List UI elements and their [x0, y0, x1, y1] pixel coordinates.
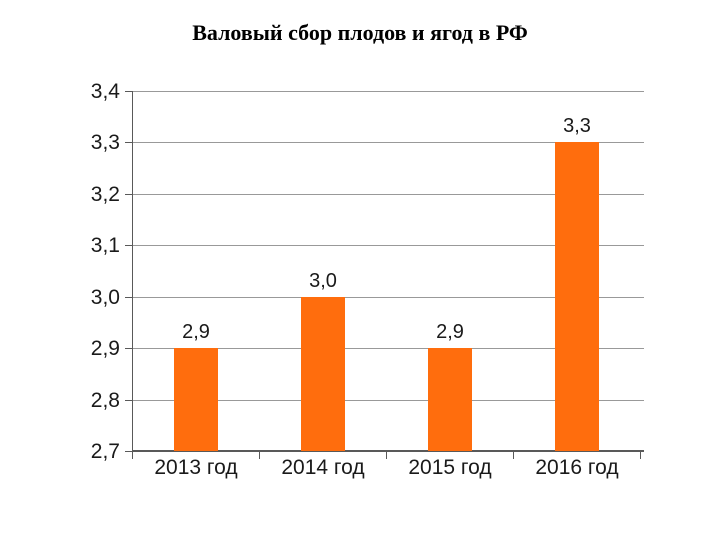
y-tick-label: 2,8 [90, 389, 120, 412]
y-axis-tick [125, 400, 132, 401]
y-gridline [132, 245, 644, 246]
x-category-label: 2013 год [154, 456, 238, 479]
y-axis-tick [125, 451, 132, 452]
x-category-label: 2016 год [535, 456, 619, 479]
y-axis-tick [125, 91, 132, 92]
x-axis-tick [386, 452, 387, 459]
x-axis-tick [132, 452, 133, 459]
y-gridline [132, 194, 644, 195]
x-category-label: 2015 год [408, 456, 492, 479]
x-axis-tick [259, 452, 260, 459]
x-category-label: 2014 год [281, 456, 365, 479]
x-axis-line [132, 450, 644, 452]
y-gridline [132, 91, 644, 92]
bar [174, 348, 218, 451]
chart-title: Валовый сбор плодов и ягод в РФ [192, 20, 528, 45]
y-tick-label: 3,0 [90, 286, 120, 309]
x-axis-tick [640, 452, 641, 459]
bar-value-label: 3,3 [563, 115, 591, 137]
y-axis-tick [125, 297, 132, 298]
bar-value-label: 2,9 [182, 321, 210, 343]
y-axis-tick [125, 142, 132, 143]
y-tick-label: 2,9 [90, 337, 120, 360]
bar [301, 297, 345, 451]
y-axis-tick [125, 245, 132, 246]
y-tick-label: 3,1 [90, 234, 120, 257]
y-axis-line [132, 91, 133, 451]
y-gridline [132, 400, 644, 401]
y-gridline [132, 297, 644, 298]
bar [555, 142, 599, 451]
y-axis-tick [125, 194, 132, 195]
bar-value-label: 2,9 [436, 321, 464, 343]
bar [428, 348, 472, 451]
y-tick-label: 3,2 [90, 183, 120, 206]
y-gridline [132, 348, 644, 349]
bar-value-label: 3,0 [309, 270, 337, 292]
y-gridline [132, 142, 644, 143]
y-tick-label: 2,7 [90, 440, 120, 463]
y-tick-label: 3,4 [90, 80, 120, 103]
y-axis-tick [125, 348, 132, 349]
x-axis-tick [513, 452, 514, 459]
y-tick-label: 3,3 [90, 131, 120, 154]
